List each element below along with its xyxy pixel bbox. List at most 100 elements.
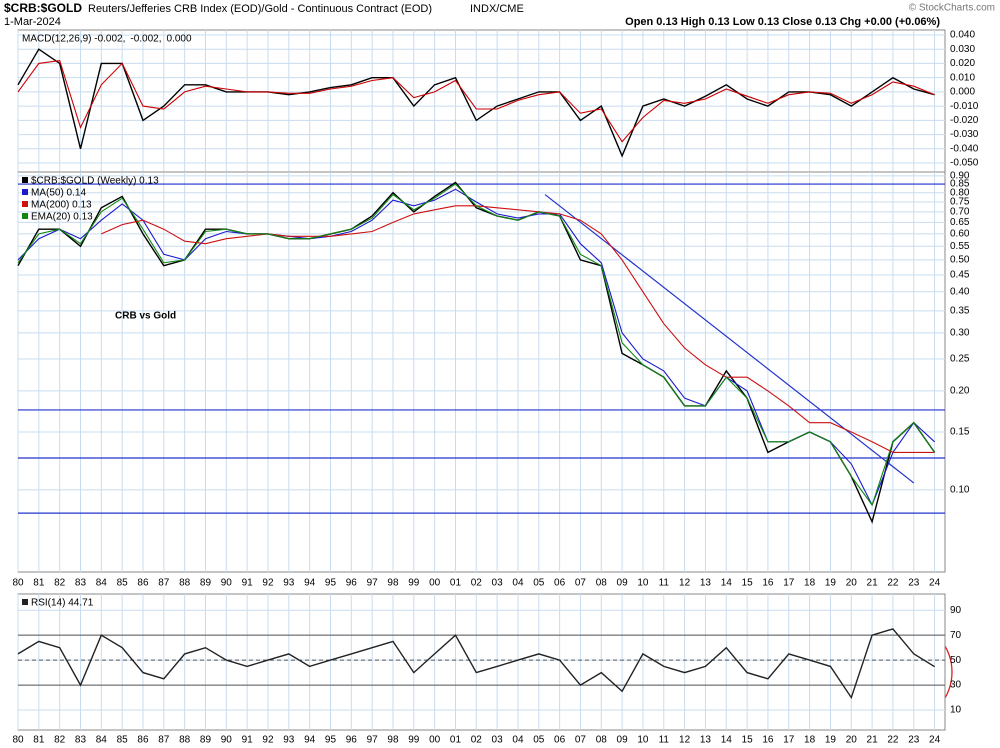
y-tick-label: 0.45 — [950, 270, 970, 281]
x-tick-label: 06 — [554, 578, 566, 589]
series-line — [17, 59, 935, 143]
legend-swatch — [22, 213, 28, 219]
x-tick-label: 21 — [867, 578, 879, 589]
y-tick-label: -0.050 — [950, 158, 979, 169]
x-tick-label: 83 — [75, 735, 87, 746]
x-tick-label: 83 — [75, 578, 87, 589]
x-tick-label: 20 — [846, 735, 858, 746]
x-tick-label: 98 — [387, 578, 399, 589]
y-tick-label: 0.10 — [950, 485, 970, 496]
y-tick-label: 0.15 — [950, 427, 970, 438]
y-tick-label: 0.60 — [950, 228, 970, 239]
x-tick-label: 95 — [325, 735, 337, 746]
x-tick-label: 90 — [221, 578, 233, 589]
trendline — [544, 194, 915, 484]
y-tick-label: 0.30 — [950, 328, 970, 339]
y-tick-label: 0.65 — [950, 217, 970, 228]
series-line — [17, 181, 936, 524]
y-tick-label: 0.020 — [950, 58, 975, 69]
x-tick-label: 05 — [533, 578, 545, 589]
x-tick-label: 05 — [533, 735, 545, 746]
x-tick-label: 86 — [137, 578, 149, 589]
x-tick-label: 11 — [659, 578, 670, 589]
y-tick-label: -0.040 — [950, 143, 979, 154]
x-tick-label: 19 — [825, 735, 837, 746]
x-tick-label: 89 — [200, 578, 212, 589]
legend-entry: 0.000 — [167, 34, 192, 45]
legend-entry: MA(50) 0.14 — [31, 188, 86, 199]
x-tick-label: 94 — [304, 578, 316, 589]
x-tick-label: 13 — [700, 735, 712, 746]
x-tick-label: 88 — [179, 578, 191, 589]
x-tick-label: 03 — [492, 735, 504, 746]
x-tick-label: 92 — [262, 578, 274, 589]
x-tick-label: 91 — [242, 735, 254, 746]
x-tick-label: 04 — [512, 735, 524, 746]
x-tick-label: 02 — [471, 735, 483, 746]
x-tick-label: 23 — [908, 578, 920, 589]
x-tick-label: 89 — [200, 735, 212, 746]
x-tick-label: 22 — [887, 735, 899, 746]
x-tick-label: 02 — [471, 578, 483, 589]
x-tick-label: 09 — [617, 735, 629, 746]
y-tick-label: 0.50 — [950, 255, 970, 266]
x-tick-label: 13 — [700, 578, 712, 589]
legend-swatch — [22, 177, 28, 183]
x-tick-label: 84 — [96, 735, 108, 746]
x-tick-label: 80 — [12, 578, 24, 589]
y-tick-label: 10 — [950, 705, 962, 716]
x-tick-label: 06 — [554, 735, 566, 746]
y-tick-label: 70 — [950, 630, 962, 641]
x-tick-label: 20 — [846, 578, 858, 589]
exchange: INDX/CME — [470, 3, 524, 15]
x-tick-label: 84 — [96, 578, 108, 589]
x-tick-label: 21 — [867, 735, 879, 746]
annotation: CRB vs Gold — [115, 311, 176, 322]
x-tick-label: 85 — [117, 578, 129, 589]
x-tick-label: 88 — [179, 735, 191, 746]
legend-entry: -0.002, — [130, 34, 161, 45]
x-tick-label: 16 — [762, 735, 774, 746]
x-tick-label: 03 — [492, 578, 504, 589]
y-tick-label: -0.010 — [950, 101, 979, 112]
series-line — [17, 183, 936, 507]
date: 1-Mar-2024 — [4, 16, 61, 28]
x-tick-label: 82 — [54, 578, 66, 589]
y-tick-label: 0.040 — [950, 30, 975, 41]
x-tick-label: 92 — [262, 735, 274, 746]
x-tick-label: 98 — [387, 735, 399, 746]
series-line — [17, 628, 935, 700]
x-tick-label: 82 — [54, 735, 66, 746]
y-tick-label: 0.90 — [950, 171, 970, 182]
x-tick-label: 87 — [158, 578, 170, 589]
x-tick-label: 11 — [659, 735, 670, 746]
x-tick-label: 00 — [429, 578, 441, 589]
legend-entry: $CRB:$GOLD (Weekly) 0.13 — [31, 176, 159, 187]
y-tick-label: 50 — [950, 655, 962, 666]
y-tick-label: 0.030 — [950, 44, 975, 55]
x-tick-label: 04 — [512, 578, 524, 589]
x-tick-label: 99 — [408, 578, 420, 589]
y-tick-label: 0.85 — [950, 179, 970, 190]
symbol: $CRB:$GOLD — [4, 1, 82, 15]
x-tick-label: 00 — [429, 735, 441, 746]
x-tick-label: 01 — [450, 578, 462, 589]
x-tick-label: 96 — [346, 735, 358, 746]
x-tick-label: 10 — [637, 578, 649, 589]
y-tick-label: 30 — [950, 680, 962, 691]
x-tick-label: 17 — [783, 735, 795, 746]
series-line — [17, 48, 935, 158]
x-tick-label: 97 — [367, 578, 379, 589]
y-tick-label: 0.20 — [950, 385, 970, 396]
panel — [17, 593, 946, 731]
legend-swatch — [22, 201, 28, 207]
x-tick-label: 07 — [575, 578, 587, 589]
x-tick-label: 16 — [762, 578, 774, 589]
x-tick-label: 14 — [721, 735, 733, 746]
x-tick-label: 85 — [117, 735, 129, 746]
x-tick-label: 12 — [679, 735, 691, 746]
x-tick-label: 24 — [929, 735, 941, 746]
x-tick-label: 14 — [721, 578, 733, 589]
y-tick-label: 0.75 — [950, 197, 970, 208]
